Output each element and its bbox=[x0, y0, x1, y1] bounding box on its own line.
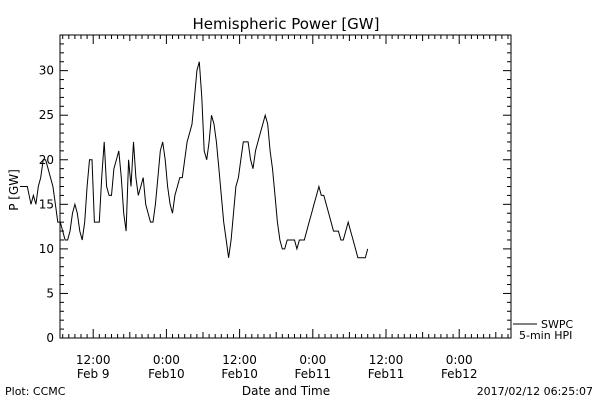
x-tick-label-time: 0:00 bbox=[446, 353, 473, 367]
plot-credit: Plot: CCMC bbox=[5, 385, 66, 398]
y-axis-ticks: 0 5 10 15 20 25 30 bbox=[39, 34, 511, 345]
y-tick-label: 0 bbox=[46, 331, 54, 345]
x-tick-label-time: 12:00 bbox=[222, 353, 257, 367]
x-tick-label-time: 12:00 bbox=[76, 353, 111, 367]
y-tick-label: 10 bbox=[39, 242, 54, 256]
legend: SWPC 5-min HPI bbox=[513, 318, 573, 342]
x-tick-label-time: 12:00 bbox=[369, 353, 404, 367]
y-tick-label: 30 bbox=[39, 64, 54, 78]
x-axis-label: Date and Time bbox=[242, 384, 330, 398]
hpi-series-line bbox=[20, 61, 369, 259]
y-tick-label: 20 bbox=[39, 153, 54, 167]
y-axis-label: P [GW] bbox=[7, 169, 21, 211]
y-tick-label: 5 bbox=[46, 286, 54, 300]
plot-timestamp: 2017/02/12 06:25:07 bbox=[477, 385, 593, 398]
x-tick-label-time: 0:00 bbox=[153, 353, 180, 367]
chart-title: Hemispheric Power [GW] bbox=[193, 15, 380, 33]
legend-label-line2: 5-min HPI bbox=[519, 329, 572, 342]
y-tick-label: 15 bbox=[39, 197, 54, 211]
y-tick-label: 25 bbox=[39, 108, 54, 122]
x-tick-label-date: Feb11 bbox=[295, 367, 332, 381]
x-tick-label-date: Feb10 bbox=[148, 367, 185, 381]
x-tick-label-date: Feb 9 bbox=[77, 367, 110, 381]
x-tick-label-date: Feb12 bbox=[441, 367, 478, 381]
x-tick-label-time: 0:00 bbox=[299, 353, 326, 367]
x-tick-label-date: Feb11 bbox=[368, 367, 405, 381]
legend-label-line1: SWPC bbox=[541, 318, 573, 331]
x-tick-label-date: Feb10 bbox=[221, 367, 258, 381]
